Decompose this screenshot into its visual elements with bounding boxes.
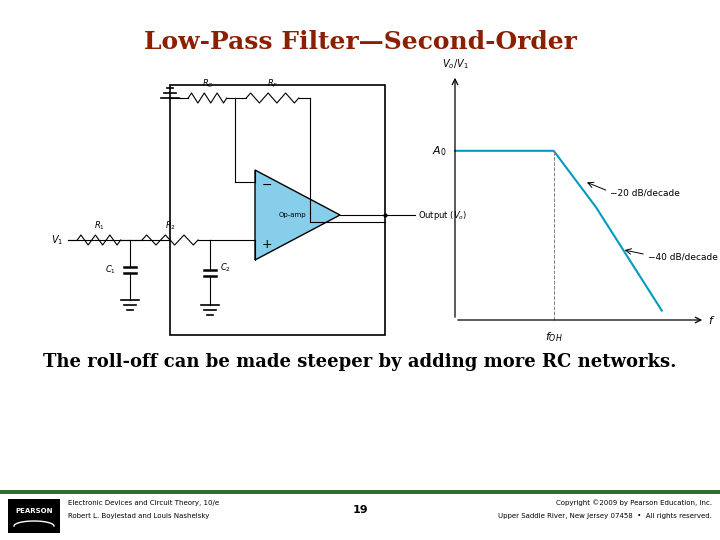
Text: $C_2$: $C_2$ (220, 261, 231, 274)
Text: $R_C$: $R_C$ (202, 78, 213, 90)
Bar (170, 85, 385, 335)
Text: $C_1$: $C_1$ (105, 264, 116, 276)
Bar (8, 499, 60, 533)
Text: $R_F$: $R_F$ (267, 78, 278, 90)
Text: $A_0$: $A_0$ (433, 144, 447, 158)
Bar (0, 490, 720, 494)
Text: The roll-off can be made steeper by adding more RC networks.: The roll-off can be made steeper by addi… (43, 353, 677, 371)
Text: $R_2$: $R_2$ (164, 219, 176, 232)
Text: $V_o/V_1$: $V_o/V_1$ (441, 57, 468, 71)
Text: Output ($V_o$): Output ($V_o$) (418, 208, 467, 221)
Text: Robert L. Boylestad and Louis Nashelsky: Robert L. Boylestad and Louis Nashelsky (68, 513, 210, 519)
Polygon shape (255, 170, 340, 260)
Text: $f_{OH}$: $f_{OH}$ (545, 330, 562, 344)
Text: Op-amp: Op-amp (279, 212, 306, 218)
Text: PEARSON: PEARSON (15, 508, 53, 514)
Text: 19: 19 (352, 505, 368, 515)
Text: +: + (261, 239, 272, 252)
Text: −: − (262, 179, 272, 192)
Text: −20 dB/decade: −20 dB/decade (611, 188, 680, 198)
Text: $V_1$: $V_1$ (50, 233, 63, 247)
Text: Low-Pass Filter—Second-Order: Low-Pass Filter—Second-Order (143, 30, 577, 54)
Text: Electronic Devices and Circuit Theory, 10/e: Electronic Devices and Circuit Theory, 1… (68, 500, 219, 506)
Text: $f$: $f$ (708, 314, 715, 326)
Text: Upper Saddle River, New Jersey 07458  •  All rights reserved.: Upper Saddle River, New Jersey 07458 • A… (498, 513, 712, 519)
Text: −40 dB/decade: −40 dB/decade (648, 252, 718, 261)
Text: Copyright ©2009 by Pearson Education, Inc.: Copyright ©2009 by Pearson Education, In… (556, 500, 712, 507)
Text: $R_1$: $R_1$ (94, 219, 104, 232)
